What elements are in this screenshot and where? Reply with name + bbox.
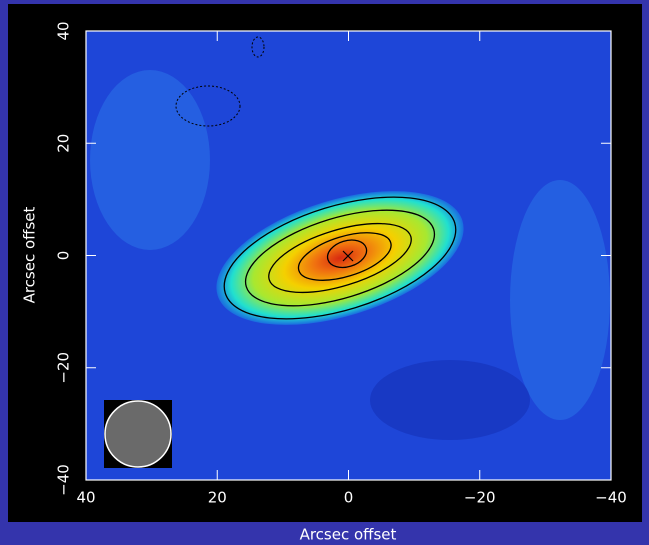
y-tick-label: −40: [55, 464, 73, 496]
x-tick-label: 20: [208, 489, 227, 507]
x-tick-label: 0: [344, 489, 354, 507]
map: [86, 31, 611, 480]
chart: Arcsec offset Arcsec offset 40 20 0 −20 −40 −…: [0, 0, 649, 545]
y-tick-label: −20: [55, 352, 73, 384]
y-axis-label: Arcsec offset: [21, 206, 39, 303]
page: {"chart_data": {"type": "contour", "xlab…: [0, 0, 649, 545]
x-tick-label: −40: [595, 489, 627, 507]
x-tick-label: −20: [464, 489, 496, 507]
y-tick-label: 40: [55, 21, 73, 40]
y-tick-label: 0: [55, 251, 73, 261]
x-axis-label: Arcsec offset: [300, 526, 397, 544]
y-tick-label: 20: [55, 134, 73, 153]
x-tick-label: 40: [76, 489, 95, 507]
